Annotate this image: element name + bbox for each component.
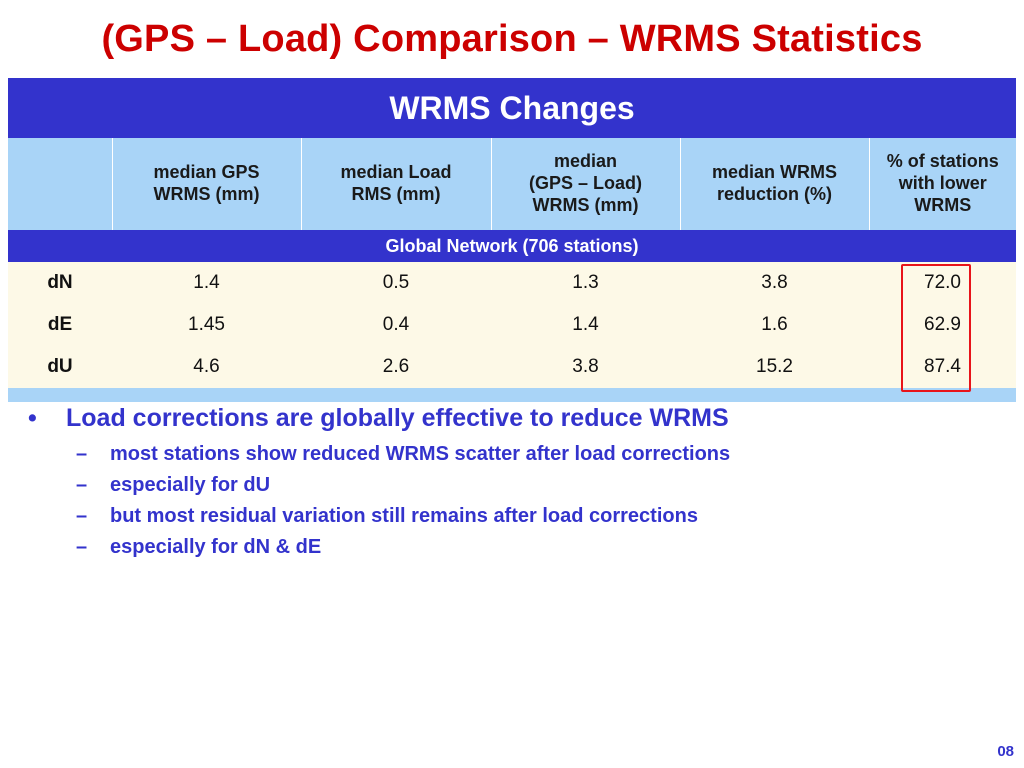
row-label: dU xyxy=(8,346,112,388)
cell-gps: 4.6 xyxy=(112,346,301,388)
slide-title: (GPS – Load) Comparison – WRMS Statistic… xyxy=(101,18,923,60)
column-header-gps: median GPS WRMS (mm) xyxy=(111,138,301,230)
cell-pct: 87.4 xyxy=(869,346,1016,388)
cell-diff: 1.4 xyxy=(491,304,680,346)
bullet-list: • Load corrections are globally effectiv… xyxy=(28,404,1018,559)
bullet-main-text: Load corrections are globally effective … xyxy=(66,404,729,432)
table-header-row: WRMS Changes xyxy=(8,78,1016,138)
table-row: dN 1.4 0.5 1.3 3.8 72.0 xyxy=(8,262,1016,304)
cell-reduction: 1.6 xyxy=(680,304,869,346)
wrms-table: WRMS Changes median GPS WRMS (mm) median… xyxy=(8,78,1016,402)
sub-bullet-text: but most residual variation still remain… xyxy=(110,505,698,527)
cell-reduction: 3.8 xyxy=(680,262,869,304)
cell-load: 0.5 xyxy=(301,262,491,304)
dash-icon: – xyxy=(76,536,88,558)
sub-bullet: – but most residual variation still rema… xyxy=(28,505,1018,528)
cell-pct: 62.9 xyxy=(869,304,1016,346)
cell-reduction: 15.2 xyxy=(680,346,869,388)
table-row: dU 4.6 2.6 3.8 15.2 87.4 xyxy=(8,346,1016,388)
sub-bullet: – especially for dN & dE xyxy=(28,536,1018,559)
network-row: Global Network (706 stations) xyxy=(8,230,1016,262)
table-header: WRMS Changes xyxy=(8,78,1016,138)
cell-load: 2.6 xyxy=(301,346,491,388)
column-header-pct: % of stations with lower WRMS xyxy=(868,138,1016,230)
row-label: dN xyxy=(8,262,112,304)
cell-diff: 3.8 xyxy=(491,346,680,388)
dash-icon: – xyxy=(76,505,88,527)
cell-pct: 72.0 xyxy=(869,262,1016,304)
cell-gps: 1.45 xyxy=(112,304,301,346)
network-label: Global Network (706 stations) xyxy=(8,230,1016,262)
row-label: dE xyxy=(8,304,112,346)
sub-bullet-text: especially for dN & dE xyxy=(110,536,322,558)
sub-bullet-text: especially for dU xyxy=(110,474,271,496)
table-footer-band xyxy=(8,388,1016,402)
column-header-diff: median (GPS – Load) WRMS (mm) xyxy=(490,138,680,230)
cell-gps: 1.4 xyxy=(112,262,301,304)
page-number: 08 xyxy=(997,743,1014,760)
sub-bullet: – especially for dU xyxy=(28,474,1018,497)
dash-icon: – xyxy=(76,474,88,496)
sub-bullet-text: most stations show reduced WRMS scatter … xyxy=(110,443,731,465)
column-header-row: median GPS WRMS (mm) median Load RMS (mm… xyxy=(8,138,1016,230)
cell-diff: 1.3 xyxy=(491,262,680,304)
column-header-reduction: median WRMS reduction (%) xyxy=(679,138,869,230)
pct-column-highlight-box xyxy=(901,264,971,392)
dash-icon: – xyxy=(76,443,88,465)
column-header-load: median Load RMS (mm) xyxy=(300,138,491,230)
sub-bullet: – most stations show reduced WRMS scatte… xyxy=(28,443,1018,466)
table-row: dE 1.45 0.4 1.4 1.6 62.9 xyxy=(8,304,1016,346)
cell-load: 0.4 xyxy=(301,304,491,346)
bullet-main: • Load corrections are globally effectiv… xyxy=(28,404,1018,433)
bullet-dot-icon: • xyxy=(28,404,37,432)
column-header-empty xyxy=(8,138,112,230)
